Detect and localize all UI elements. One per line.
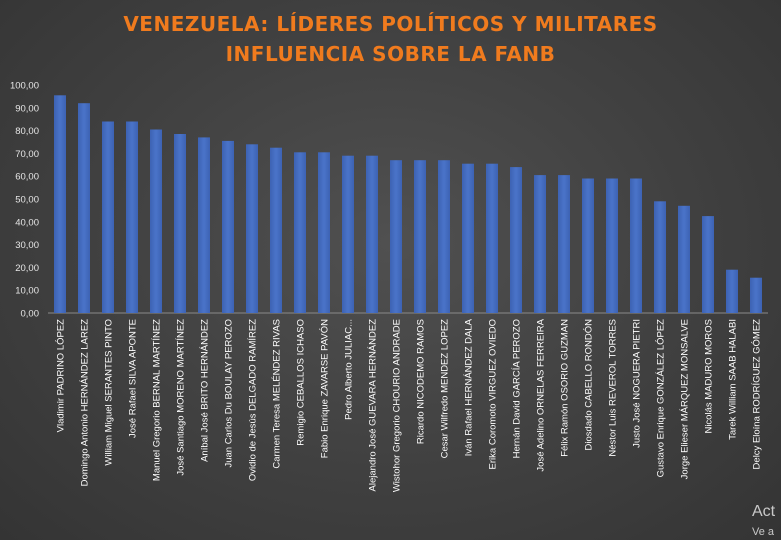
x-category-label: Fabio Enrique ZAVARSE PAVÓN bbox=[320, 319, 331, 458]
x-category-label: José Rafael SILVA APONTE bbox=[128, 319, 139, 438]
y-tick-label: 20,00 bbox=[15, 263, 39, 274]
bar bbox=[510, 167, 522, 313]
bar bbox=[150, 129, 162, 313]
bar bbox=[198, 137, 210, 313]
bar bbox=[678, 205, 690, 313]
x-category-label: Erika Coromoto VIRGUEZ OVIEDO bbox=[488, 319, 499, 469]
bar bbox=[438, 160, 450, 313]
bar bbox=[702, 216, 714, 313]
x-category-label: Hernán David GARCÍA PEROZO bbox=[512, 319, 523, 458]
x-category-label: Jorge Elieser MÁRQUEZ MONSALVE bbox=[680, 319, 691, 479]
x-category-label: Manuel Gregorio BERNAL MARTÍNEZ bbox=[152, 319, 163, 481]
bar bbox=[630, 178, 642, 313]
x-category-label: Aníbal José BRITO HERNÁNDEZ bbox=[200, 319, 211, 462]
bar bbox=[222, 140, 234, 313]
bar bbox=[654, 201, 666, 313]
y-tick-label: 80,00 bbox=[15, 126, 39, 137]
chart-title-line-1: VENEZUELA: LÍDERES POLÍTICOS Y MILITARES bbox=[123, 12, 658, 36]
x-category-label: Gustavo Enrique GONZÁLEZ LÓPEZ bbox=[656, 319, 667, 478]
bar bbox=[462, 163, 474, 313]
x-category-label: Nicolás MADURO MOROS bbox=[704, 319, 715, 434]
bar bbox=[246, 144, 258, 313]
bar bbox=[534, 175, 546, 313]
bar bbox=[342, 155, 354, 313]
bar bbox=[174, 134, 186, 313]
x-category-label: Domingo Antonio HERNÁNDEZ LAREZ bbox=[80, 319, 91, 487]
x-category-label: Justo José NOGUERA PIETRI bbox=[632, 319, 643, 448]
activation-watermark-line-2: Ve a bbox=[752, 526, 775, 538]
y-tick-label: 40,00 bbox=[15, 217, 39, 228]
bar bbox=[606, 178, 618, 313]
bar bbox=[750, 277, 762, 313]
bar bbox=[414, 160, 426, 313]
bar bbox=[558, 175, 570, 313]
y-tick-label: 0,00 bbox=[21, 309, 40, 320]
x-category-label: José Adelino ORNELAS FERREIRA bbox=[536, 318, 547, 471]
x-category-label: Néstor Luis REVEROL TORRES bbox=[608, 319, 619, 457]
bar bbox=[582, 178, 594, 313]
x-category-label: Carmen Teresa MELÉNDEZ RIVAS bbox=[272, 319, 283, 469]
x-category-label: Ricardo NICODEMO RAMOS bbox=[416, 319, 427, 444]
y-tick-label: 90,00 bbox=[15, 103, 39, 114]
bar bbox=[366, 155, 378, 313]
y-tick-label: 70,00 bbox=[15, 149, 39, 160]
x-category-label: Pedro Alberto JULIAC... bbox=[344, 319, 355, 420]
y-tick-label: 10,00 bbox=[15, 286, 39, 297]
y-tick-label: 30,00 bbox=[15, 240, 39, 251]
bar bbox=[486, 163, 498, 313]
y-tick-label: 100,00 bbox=[10, 81, 39, 92]
y-tick-label: 60,00 bbox=[15, 172, 39, 183]
bar bbox=[390, 160, 402, 313]
x-category-label: Alejandro José GUEVARA HERNÁNDEZ bbox=[368, 319, 379, 492]
bar bbox=[102, 121, 114, 313]
x-category-label: Vladimir PADRINO LÓPEZ bbox=[56, 319, 67, 433]
chart-title-line-2: INFLUENCIA SOBRE LA FANB bbox=[225, 42, 556, 66]
y-tick-label: 50,00 bbox=[15, 195, 39, 206]
bar bbox=[726, 269, 738, 313]
bar bbox=[78, 103, 90, 313]
activation-watermark-line-1: Act bbox=[752, 503, 776, 520]
x-category-label: Ovidio de Jesús DELGADO RAMÍREZ bbox=[248, 319, 259, 481]
bar bbox=[126, 121, 138, 313]
x-category-label: Juan Carlos Du BOULAY PEROZO bbox=[224, 319, 235, 468]
bar bbox=[318, 152, 330, 313]
x-category-label: Diosdado CABELLO RONDÓN bbox=[584, 319, 595, 451]
bar bbox=[270, 147, 282, 313]
x-category-label: Iván Rafael HERNÁNDEZ DALA bbox=[464, 318, 475, 456]
x-category-label: José Santiago MORENO MARTÍNEZ bbox=[176, 319, 187, 476]
x-category-label: Cesar Wilfredo MENDEZ LOPEZ bbox=[440, 319, 451, 459]
bar bbox=[54, 95, 66, 313]
bar bbox=[294, 152, 306, 313]
x-category-label: Wistohor Gregorio CHOURIO ANDRADE bbox=[392, 319, 403, 492]
x-category-label: Félix Ramón OSORIO GUZMAN bbox=[560, 319, 571, 457]
x-category-label: Tarek William SAAB HALABI bbox=[728, 319, 739, 440]
x-category-label: Remigio CEBALLOS ICHASO bbox=[296, 319, 307, 446]
x-category-label: Delcy Eloína RODRÍGUEZ GÓMEZ bbox=[752, 319, 763, 470]
x-category-label: William Miguel SERANTES PINTO bbox=[104, 319, 115, 466]
